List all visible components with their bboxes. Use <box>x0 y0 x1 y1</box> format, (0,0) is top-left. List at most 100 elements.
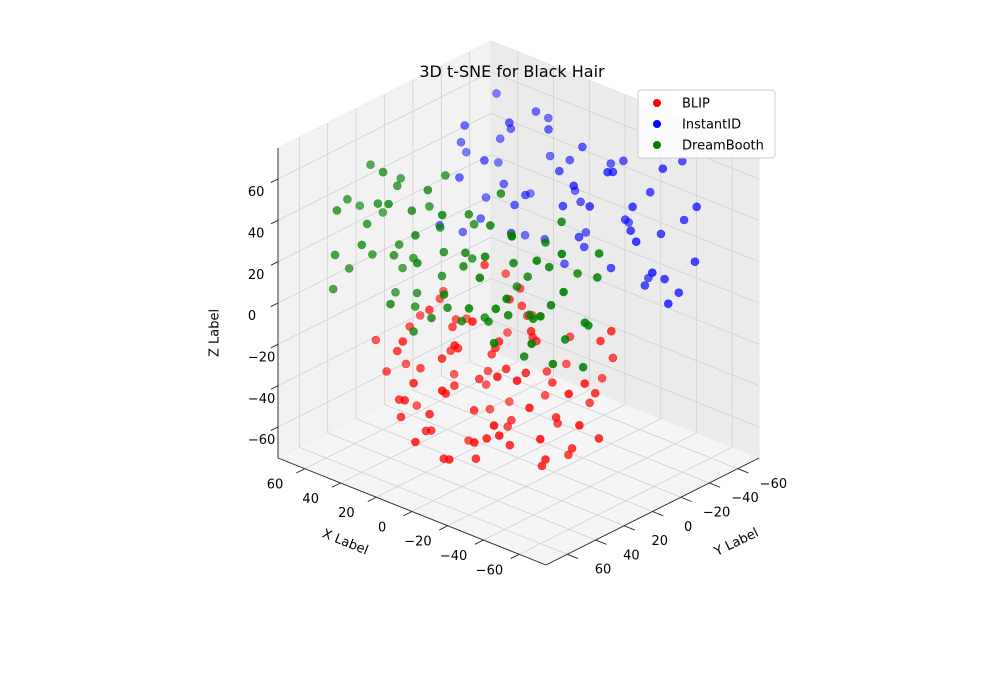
point-blip <box>542 367 552 376</box>
x-tick-mark <box>510 553 520 559</box>
x-tick-mark <box>367 496 377 502</box>
point-blip <box>469 438 479 447</box>
point-blip <box>505 440 515 450</box>
point-instantid <box>576 197 585 207</box>
point-dreambooth <box>407 206 417 215</box>
point-instantid <box>660 274 669 284</box>
point-instantid <box>579 242 589 252</box>
y-tick-label: 0 <box>684 520 692 535</box>
point-instantid <box>544 125 553 134</box>
grid-line-z <box>490 154 760 263</box>
point-instantid <box>492 89 501 98</box>
z-tick-label: 60 <box>248 185 265 200</box>
grid-line-z <box>277 278 492 387</box>
point-blip <box>487 349 497 359</box>
point-blip <box>485 404 495 414</box>
point-dreambooth <box>437 271 447 281</box>
point-instantid <box>481 193 491 202</box>
legend-entry: BLIP <box>682 97 710 112</box>
point-dreambooth <box>443 303 452 313</box>
point-blip <box>425 305 434 315</box>
legend-entry: InstantID <box>682 118 741 133</box>
point-instantid <box>603 167 612 177</box>
point-blip <box>371 335 381 345</box>
z-tick-label: −20 <box>248 351 275 366</box>
legend-marker <box>653 141 661 149</box>
point-dreambooth <box>441 171 450 180</box>
point-blip <box>468 317 477 326</box>
z-tick-mark <box>270 219 279 225</box>
point-dreambooth <box>519 352 529 361</box>
x-tick-label: 40 <box>302 492 319 507</box>
point-blip <box>489 421 499 430</box>
y-tick-mark <box>680 496 692 502</box>
point-dreambooth <box>328 284 338 294</box>
point-instantid <box>493 158 503 167</box>
point-dreambooth <box>384 199 393 209</box>
y-tick-label: 40 <box>623 548 640 563</box>
grid-line-y <box>355 418 625 527</box>
point-dreambooth <box>355 201 365 210</box>
point-instantid <box>521 190 530 200</box>
point-dreambooth <box>503 310 513 320</box>
y-tick-mark <box>737 468 749 474</box>
point-dreambooth <box>509 258 518 268</box>
point-blip <box>392 346 402 356</box>
point-instantid <box>692 202 702 212</box>
point-dreambooth <box>467 254 477 263</box>
legend: BLIP InstantID DreamBooth <box>637 89 776 159</box>
grid-line-y <box>412 389 682 498</box>
point-blip <box>541 455 550 464</box>
point-blip <box>482 434 492 443</box>
point-dreambooth <box>411 231 420 240</box>
x-tick-label: 60 <box>267 478 284 493</box>
point-instantid <box>545 151 555 161</box>
point-instantid <box>558 201 568 211</box>
grid-line-y <box>384 404 653 512</box>
point-blip <box>398 337 408 346</box>
point-blip <box>526 326 536 336</box>
x-tick-label: 0 <box>378 521 386 536</box>
point-dreambooth <box>389 251 399 260</box>
point-instantid <box>585 202 595 211</box>
point-blip <box>507 415 516 425</box>
point-blip <box>382 367 391 376</box>
point-blip <box>585 398 595 408</box>
grid-line-z <box>277 154 492 263</box>
point-dreambooth <box>459 261 468 271</box>
point-instantid <box>554 166 564 176</box>
grid-line-z <box>490 112 760 221</box>
point-instantid <box>581 228 591 237</box>
x-tick-mark <box>403 511 413 517</box>
point-instantid <box>504 118 514 127</box>
point-dreambooth <box>425 202 434 211</box>
grid-line-z <box>277 236 492 345</box>
point-instantid <box>606 263 616 273</box>
point-dreambooth <box>491 304 501 314</box>
z-tick-label: 40 <box>248 227 265 242</box>
point-dreambooth <box>532 256 542 266</box>
point-blip <box>562 359 571 369</box>
point-blip <box>608 353 618 363</box>
point-blip <box>540 390 550 400</box>
point-blip <box>575 420 584 430</box>
point-dreambooth <box>512 282 522 291</box>
point-dreambooth <box>437 210 447 220</box>
point-blip <box>594 434 604 443</box>
grid-line-y <box>327 432 596 541</box>
point-dreambooth <box>357 240 367 250</box>
point-blip <box>580 379 590 388</box>
point-instantid <box>640 281 650 290</box>
point-dreambooth <box>412 258 422 268</box>
x-axis-label: X Label <box>320 527 370 559</box>
point-dreambooth <box>496 189 506 198</box>
point-blip <box>503 328 512 337</box>
point-instantid <box>476 214 486 223</box>
point-dreambooth <box>435 223 445 232</box>
point-instantid <box>543 113 553 123</box>
point-dreambooth <box>439 247 449 257</box>
z-axis-label: Z Label <box>207 309 222 357</box>
point-dreambooth <box>378 167 388 177</box>
point-dreambooth <box>362 219 372 229</box>
